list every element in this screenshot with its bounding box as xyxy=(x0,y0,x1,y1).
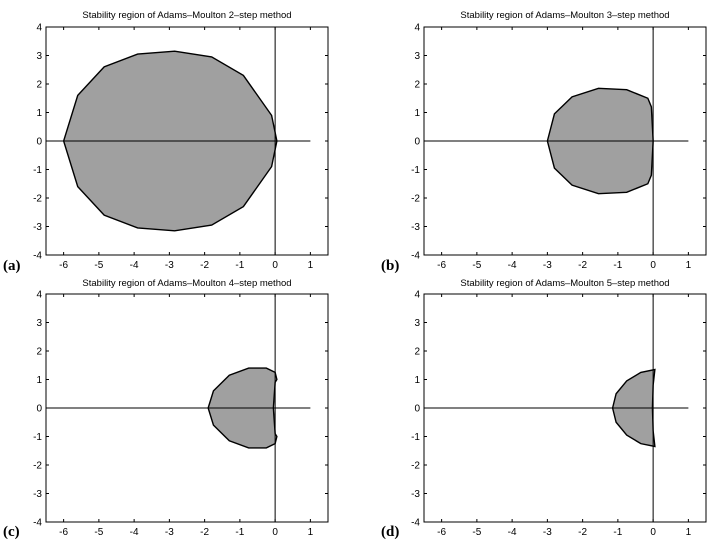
x-tick-label: -5 xyxy=(94,260,103,271)
x-tick-label: -6 xyxy=(59,260,68,271)
y-tick-label: -4 xyxy=(411,518,420,529)
y-tick-label: 1 xyxy=(414,375,420,386)
y-tick-label: 3 xyxy=(414,51,420,62)
y-tick-label: 0 xyxy=(36,404,42,415)
x-tick-label: 1 xyxy=(686,260,692,271)
x-tick-label: 1 xyxy=(308,527,314,538)
y-tick-label: 2 xyxy=(414,347,420,358)
y-tick-label: -3 xyxy=(411,222,420,233)
x-tick-label: -3 xyxy=(165,527,174,538)
x-tick-label: 1 xyxy=(686,527,692,538)
y-tick-label: 4 xyxy=(414,290,420,301)
y-tick-label: -3 xyxy=(33,222,42,233)
panel-label: (b) xyxy=(381,258,399,274)
y-tick-label: -1 xyxy=(411,432,420,443)
x-tick-label: 0 xyxy=(650,260,656,271)
panel-label: (c) xyxy=(3,524,20,540)
y-tick-label: 4 xyxy=(36,290,42,301)
panel-a: Stability region of Adams–Moulton 2–step… xyxy=(3,10,329,274)
x-tick-label: -4 xyxy=(508,260,517,271)
x-tick-label: -3 xyxy=(165,260,174,271)
panel-label: (a) xyxy=(3,258,21,274)
y-tick-label: 4 xyxy=(36,23,42,34)
y-tick-label: 4 xyxy=(414,23,420,34)
x-tick-label: -2 xyxy=(578,260,587,271)
x-tick-label: -4 xyxy=(130,260,139,271)
panel-label: (d) xyxy=(381,524,399,540)
x-tick-label: -2 xyxy=(200,260,209,271)
x-tick-label: -6 xyxy=(437,527,446,538)
x-tick-label: -4 xyxy=(130,527,139,538)
y-tick-label: 1 xyxy=(36,375,42,386)
x-tick-label: -5 xyxy=(94,527,103,538)
y-tick-label: -4 xyxy=(33,251,42,262)
panel-b: Stability region of Adams–Moulton 3–step… xyxy=(381,10,707,274)
y-tick-label: -2 xyxy=(33,194,42,205)
plot-title: Stability region of Adams–Moulton 2–step… xyxy=(82,10,291,21)
x-tick-label: -3 xyxy=(543,260,552,271)
panel-c: Stability region of Adams–Moulton 4–step… xyxy=(3,278,329,540)
x-tick-label: -1 xyxy=(235,527,244,538)
y-tick-label: -1 xyxy=(33,432,42,443)
x-tick-label: -2 xyxy=(200,527,209,538)
x-tick-label: -4 xyxy=(508,527,517,538)
x-tick-label: -6 xyxy=(437,260,446,271)
x-tick-label: -1 xyxy=(613,260,622,271)
y-tick-label: -2 xyxy=(411,194,420,205)
x-tick-label: -5 xyxy=(472,527,481,538)
x-tick-label: -5 xyxy=(472,260,481,271)
y-tick-label: 2 xyxy=(36,347,42,358)
x-tick-label: -6 xyxy=(59,527,68,538)
y-tick-label: 3 xyxy=(414,318,420,329)
plot-title: Stability region of Adams–Moulton 4–step… xyxy=(82,278,291,289)
x-tick-label: -2 xyxy=(578,527,587,538)
y-tick-label: 2 xyxy=(36,80,42,91)
y-tick-label: -3 xyxy=(33,489,42,500)
y-tick-label: -1 xyxy=(411,165,420,176)
y-tick-label: -1 xyxy=(33,165,42,176)
y-tick-label: -4 xyxy=(411,251,420,262)
y-tick-label: 3 xyxy=(36,318,42,329)
panel-d: Stability region of Adams–Moulton 5–step… xyxy=(381,278,707,540)
y-tick-label: 0 xyxy=(36,137,42,148)
x-tick-label: -1 xyxy=(613,527,622,538)
x-tick-label: 0 xyxy=(272,260,278,271)
y-tick-label: -2 xyxy=(33,461,42,472)
y-tick-label: 3 xyxy=(36,51,42,62)
y-tick-label: 1 xyxy=(36,108,42,119)
x-tick-label: 0 xyxy=(272,527,278,538)
y-tick-label: -2 xyxy=(411,461,420,472)
y-tick-label: 1 xyxy=(414,108,420,119)
x-tick-label: -1 xyxy=(235,260,244,271)
y-tick-label: -4 xyxy=(33,518,42,529)
x-tick-label: -3 xyxy=(543,527,552,538)
plot-title: Stability region of Adams–Moulton 3–step… xyxy=(460,10,669,21)
plot-title: Stability region of Adams–Moulton 5–step… xyxy=(460,278,669,289)
x-tick-label: 0 xyxy=(650,527,656,538)
y-tick-label: -3 xyxy=(411,489,420,500)
y-tick-label: 0 xyxy=(414,404,420,415)
x-tick-label: 1 xyxy=(308,260,314,271)
y-tick-label: 2 xyxy=(414,80,420,91)
y-tick-label: 0 xyxy=(414,137,420,148)
